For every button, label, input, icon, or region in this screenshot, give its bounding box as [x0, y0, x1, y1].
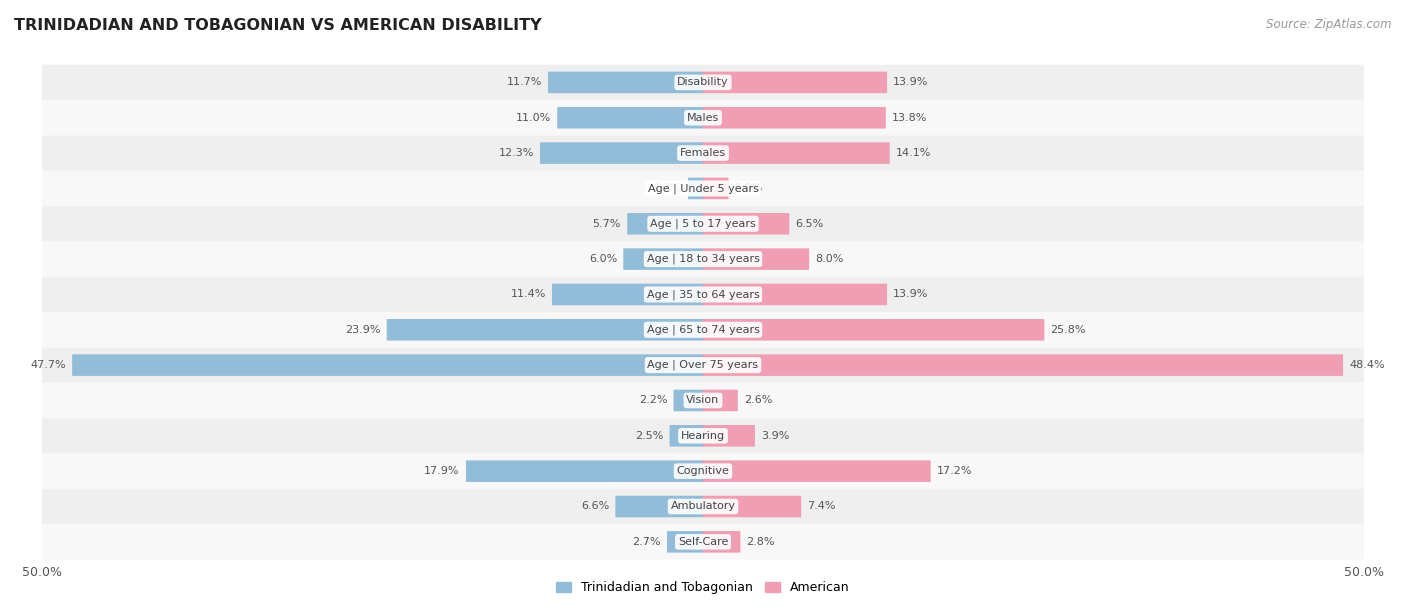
Text: Age | 35 to 64 years: Age | 35 to 64 years [647, 289, 759, 300]
FancyBboxPatch shape [703, 531, 741, 553]
Text: 13.9%: 13.9% [893, 289, 929, 299]
FancyBboxPatch shape [42, 418, 1364, 453]
FancyBboxPatch shape [42, 171, 1364, 206]
Text: Age | Over 75 years: Age | Over 75 years [648, 360, 758, 370]
Text: 12.3%: 12.3% [499, 148, 534, 158]
Text: 2.5%: 2.5% [636, 431, 664, 441]
FancyBboxPatch shape [703, 72, 887, 93]
FancyBboxPatch shape [623, 248, 703, 270]
Text: TRINIDADIAN AND TOBAGONIAN VS AMERICAN DISABILITY: TRINIDADIAN AND TOBAGONIAN VS AMERICAN D… [14, 18, 541, 34]
Text: Disability: Disability [678, 77, 728, 88]
Text: 25.8%: 25.8% [1050, 325, 1085, 335]
Text: Source: ZipAtlas.com: Source: ZipAtlas.com [1267, 18, 1392, 31]
Text: 13.9%: 13.9% [893, 77, 929, 88]
FancyBboxPatch shape [703, 319, 1045, 340]
FancyBboxPatch shape [42, 65, 1364, 100]
FancyBboxPatch shape [465, 460, 703, 482]
FancyBboxPatch shape [627, 213, 703, 234]
Text: 1.1%: 1.1% [654, 184, 682, 193]
Text: 2.8%: 2.8% [747, 537, 775, 547]
FancyBboxPatch shape [703, 460, 931, 482]
Text: Cognitive: Cognitive [676, 466, 730, 476]
FancyBboxPatch shape [703, 425, 755, 447]
Text: 11.0%: 11.0% [516, 113, 551, 123]
Text: 11.7%: 11.7% [506, 77, 541, 88]
FancyBboxPatch shape [42, 206, 1364, 242]
FancyBboxPatch shape [72, 354, 703, 376]
FancyBboxPatch shape [387, 319, 703, 340]
Text: Age | 5 to 17 years: Age | 5 to 17 years [650, 218, 756, 229]
FancyBboxPatch shape [669, 425, 703, 447]
Text: 3.9%: 3.9% [761, 431, 790, 441]
FancyBboxPatch shape [703, 390, 738, 411]
Text: Age | Under 5 years: Age | Under 5 years [648, 183, 758, 193]
Text: 17.9%: 17.9% [425, 466, 460, 476]
Text: 6.5%: 6.5% [796, 218, 824, 229]
FancyBboxPatch shape [42, 348, 1364, 382]
FancyBboxPatch shape [553, 284, 703, 305]
Text: Hearing: Hearing [681, 431, 725, 441]
Text: 8.0%: 8.0% [815, 254, 844, 264]
Text: Self-Care: Self-Care [678, 537, 728, 547]
Legend: Trinidadian and Tobagonian, American: Trinidadian and Tobagonian, American [551, 577, 855, 599]
Text: Males: Males [688, 113, 718, 123]
Text: 2.7%: 2.7% [633, 537, 661, 547]
Text: 2.6%: 2.6% [744, 395, 772, 406]
Text: Females: Females [681, 148, 725, 158]
FancyBboxPatch shape [42, 242, 1364, 277]
FancyBboxPatch shape [557, 107, 703, 129]
FancyBboxPatch shape [42, 382, 1364, 418]
Text: 5.7%: 5.7% [593, 218, 621, 229]
FancyBboxPatch shape [616, 496, 703, 517]
Text: 23.9%: 23.9% [344, 325, 381, 335]
FancyBboxPatch shape [688, 177, 703, 199]
FancyBboxPatch shape [42, 135, 1364, 171]
Text: 48.4%: 48.4% [1350, 360, 1385, 370]
FancyBboxPatch shape [42, 277, 1364, 312]
FancyBboxPatch shape [42, 524, 1364, 559]
FancyBboxPatch shape [703, 213, 789, 234]
FancyBboxPatch shape [703, 248, 808, 270]
Text: 17.2%: 17.2% [936, 466, 973, 476]
FancyBboxPatch shape [540, 143, 703, 164]
Text: Ambulatory: Ambulatory [671, 501, 735, 512]
FancyBboxPatch shape [673, 390, 703, 411]
FancyBboxPatch shape [703, 107, 886, 129]
Text: 6.6%: 6.6% [581, 501, 609, 512]
Text: 14.1%: 14.1% [896, 148, 931, 158]
Text: 7.4%: 7.4% [807, 501, 837, 512]
Text: 1.9%: 1.9% [735, 184, 763, 193]
Text: Age | 18 to 34 years: Age | 18 to 34 years [647, 254, 759, 264]
Text: Age | 65 to 74 years: Age | 65 to 74 years [647, 324, 759, 335]
FancyBboxPatch shape [42, 100, 1364, 135]
Text: 2.2%: 2.2% [638, 395, 668, 406]
FancyBboxPatch shape [666, 531, 703, 553]
Text: 13.8%: 13.8% [891, 113, 928, 123]
FancyBboxPatch shape [42, 453, 1364, 489]
FancyBboxPatch shape [42, 312, 1364, 348]
FancyBboxPatch shape [703, 496, 801, 517]
FancyBboxPatch shape [703, 177, 728, 199]
FancyBboxPatch shape [703, 143, 890, 164]
Text: 11.4%: 11.4% [510, 289, 546, 299]
FancyBboxPatch shape [42, 489, 1364, 524]
FancyBboxPatch shape [548, 72, 703, 93]
Text: 47.7%: 47.7% [31, 360, 66, 370]
Text: 6.0%: 6.0% [589, 254, 617, 264]
FancyBboxPatch shape [703, 284, 887, 305]
FancyBboxPatch shape [703, 354, 1343, 376]
Text: Vision: Vision [686, 395, 720, 406]
